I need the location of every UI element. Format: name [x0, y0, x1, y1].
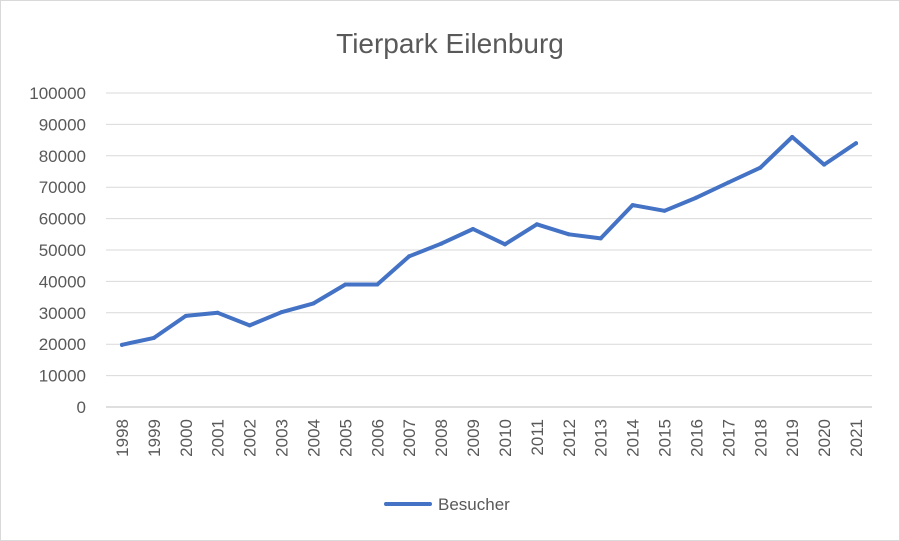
- x-tick-label: 2004: [304, 419, 323, 457]
- x-tick-label: 2018: [751, 419, 770, 457]
- x-tick-label: 1998: [113, 419, 132, 457]
- data-point: [534, 222, 539, 227]
- x-tick-label: 2015: [656, 419, 675, 457]
- y-tick-label: 50000: [39, 241, 86, 260]
- x-tick-label: 2020: [815, 419, 834, 457]
- y-axis-ticks: 0 10000 20000 30000 40000 50000 60000 70000 8000…: [29, 84, 86, 417]
- y-tick-label: 20000: [39, 335, 86, 354]
- x-tick-label: 2014: [624, 419, 643, 457]
- x-tick-label: 2000: [177, 419, 196, 457]
- x-tick-label: 2003: [273, 419, 292, 457]
- x-tick-label: 2010: [496, 419, 515, 457]
- y-tick-label: 70000: [39, 178, 86, 197]
- x-tick-label: 2005: [336, 419, 355, 457]
- data-point: [502, 242, 507, 247]
- data-point: [630, 203, 635, 208]
- y-tick-label: 100000: [29, 84, 86, 103]
- x-tick-label: 2016: [687, 419, 706, 457]
- series-layer: [119, 134, 859, 347]
- chart-title: Tierpark Eilenburg: [336, 28, 564, 59]
- data-point: [662, 208, 667, 213]
- y-tick-label: 0: [77, 398, 86, 417]
- x-tick-label: 2019: [783, 419, 802, 457]
- x-tick-label: 2006: [368, 419, 387, 457]
- y-tick-label: 40000: [39, 272, 86, 291]
- data-point: [566, 232, 571, 237]
- data-point: [151, 335, 156, 340]
- x-axis-ticks: 1998 1999 2000 2001 2002 2003 2004 2005 2006 2007…: [113, 419, 866, 457]
- x-tick-label: 2007: [400, 419, 419, 457]
- y-tick-label: 90000: [39, 115, 86, 134]
- x-tick-label: 1999: [145, 419, 164, 457]
- data-point: [215, 310, 220, 315]
- data-point: [407, 254, 412, 259]
- x-tick-label: 2013: [592, 419, 611, 457]
- data-point: [726, 180, 731, 185]
- data-point: [790, 134, 795, 139]
- data-point: [183, 313, 188, 318]
- x-tick-label: 2011: [528, 419, 547, 456]
- gridlines: [106, 92, 872, 408]
- y-tick-label: 60000: [39, 210, 86, 229]
- data-point: [439, 241, 444, 246]
- data-point: [279, 310, 284, 315]
- data-point: [311, 301, 316, 306]
- x-tick-label: 2008: [432, 419, 451, 457]
- x-tick-label: 2021: [847, 419, 866, 457]
- y-tick-label: 30000: [39, 304, 86, 323]
- x-tick-label: 2001: [209, 419, 228, 457]
- x-tick-label: 2012: [560, 419, 579, 457]
- data-point: [343, 282, 348, 287]
- series-line-besucher: [120, 135, 858, 347]
- data-point: [758, 165, 763, 170]
- data-point: [471, 226, 476, 231]
- data-point: [375, 282, 380, 287]
- y-tick-label: 10000: [39, 367, 86, 386]
- data-point: [822, 162, 827, 167]
- data-point: [119, 342, 124, 347]
- data-point: [598, 236, 603, 241]
- legend: Besucher: [384, 495, 510, 514]
- y-tick-label: 80000: [39, 147, 86, 166]
- data-point: [694, 195, 699, 200]
- data-point: [854, 141, 859, 146]
- x-tick-label: 2017: [719, 419, 738, 457]
- data-point: [247, 323, 252, 328]
- x-tick-label: 2002: [241, 419, 260, 457]
- legend-label-besucher: Besucher: [438, 495, 510, 514]
- x-tick-label: 2009: [464, 419, 483, 457]
